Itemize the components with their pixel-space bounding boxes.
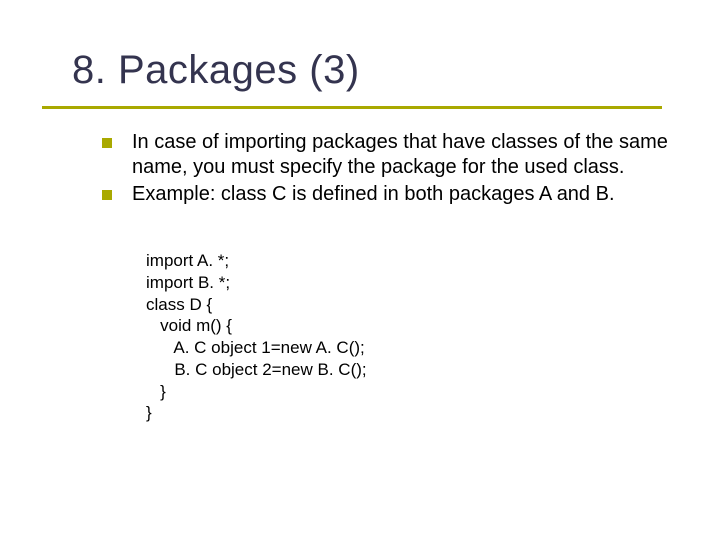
slide: 8. Packages (3) In case of importing pac… bbox=[0, 0, 720, 540]
title-underline bbox=[42, 106, 662, 109]
code-block: import A. *; import B. *; class D { void… bbox=[146, 250, 367, 424]
bullet-item: Example: class C is defined in both pack… bbox=[102, 182, 682, 207]
square-bullet-icon bbox=[102, 190, 112, 200]
slide-title: 8. Packages (3) bbox=[72, 48, 360, 93]
bullet-text: In case of importing packages that have … bbox=[132, 130, 682, 180]
bullet-item: In case of importing packages that have … bbox=[102, 130, 682, 180]
slide-body: In case of importing packages that have … bbox=[102, 130, 682, 209]
square-bullet-icon bbox=[102, 138, 112, 148]
bullet-text: Example: class C is defined in both pack… bbox=[132, 182, 682, 207]
